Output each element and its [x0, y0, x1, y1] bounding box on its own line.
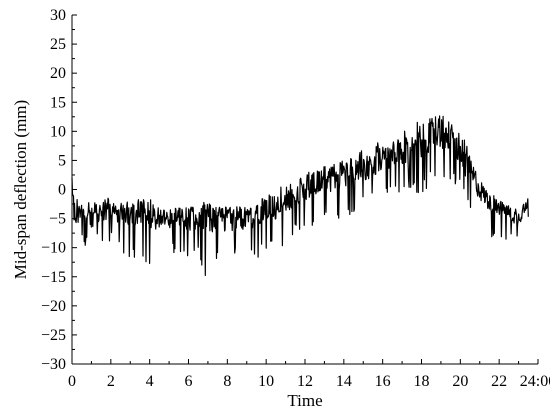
x-tick-label: 0 [68, 373, 76, 390]
x-tick-label: 12 [297, 373, 313, 390]
x-tick-label: 18 [414, 373, 430, 390]
x-tick-label: 16 [375, 373, 391, 390]
y-tick-label: −25 [41, 327, 66, 344]
x-tick-label: 22 [491, 373, 507, 390]
x-tick-label: 10 [258, 373, 274, 390]
x-axis-title: Time [287, 391, 322, 410]
x-tick-label: 4 [146, 373, 154, 390]
x-tick-label: 6 [185, 373, 193, 390]
y-tick-label: −10 [41, 240, 66, 257]
x-tick-label: 14 [336, 373, 352, 390]
x-axis-ticks: 0 2 4 6 8 10 12 14 16 18 20 22 24:00 [68, 359, 550, 390]
y-tick-label: −15 [41, 269, 66, 286]
y-axis-ticks: −30 −25 −20 −15 −10 −5 0 5 10 15 20 25 30 [41, 7, 77, 373]
y-tick-label: 10 [50, 123, 66, 140]
y-tick-label: 15 [50, 94, 66, 111]
y-tick-label: −20 [41, 298, 66, 315]
y-tick-label: 5 [58, 152, 66, 169]
y-tick-label: 30 [50, 7, 66, 24]
deflection-series-line [71, 115, 529, 276]
y-tick-label: 25 [50, 36, 66, 53]
y-tick-label: 0 [58, 182, 66, 199]
x-tick-label: 20 [452, 373, 468, 390]
y-tick-label: −30 [41, 356, 66, 373]
x-tick-label: 8 [223, 373, 231, 390]
y-axis-title: Mid-span deflection (mm) [11, 100, 30, 279]
y-tick-label: 20 [50, 65, 66, 82]
x-tick-label: 2 [107, 373, 115, 390]
plot-area [71, 115, 529, 276]
x-tick-label: 24:00 [520, 373, 550, 390]
y-tick-label: −5 [49, 211, 66, 228]
